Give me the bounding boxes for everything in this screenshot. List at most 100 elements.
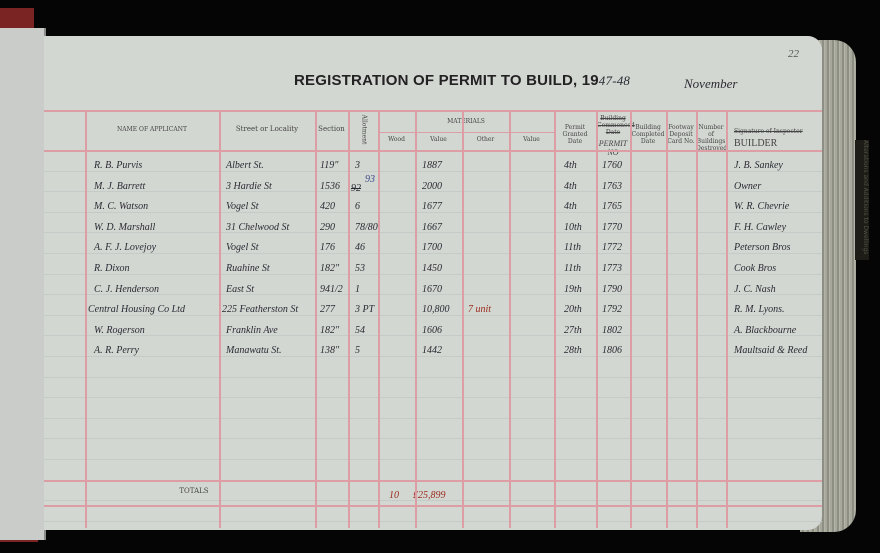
column-rule: [554, 110, 556, 528]
row-name: A. R. Perry: [94, 345, 139, 357]
row-builder: W. R. Chevrie: [734, 201, 790, 213]
column-rule: [666, 110, 668, 528]
row-street: 225 Featherston St: [222, 304, 299, 316]
page-title: REGISTRATION OF PERMIT TO BUILD, 1947-48: [294, 72, 630, 89]
title-text: REGISTRATION OF PERMIT TO BUILD, 19: [294, 72, 599, 89]
row-value: 1700: [422, 242, 442, 254]
index-tab: [855, 140, 869, 260]
index-tab-label: Alterations and Additions to Dwellings: [862, 140, 869, 255]
ruled-line: [44, 335, 822, 337]
row-name: R. Dixon: [94, 263, 130, 274]
col-section: Section: [318, 125, 345, 133]
row-street: Albert St.: [226, 160, 264, 171]
row-permit: 1763: [602, 180, 622, 192]
row-section: 290: [320, 221, 335, 233]
col-other: Other: [476, 136, 495, 143]
ruled-line: [44, 397, 822, 399]
row-value: 1450: [422, 263, 442, 274]
row-name: R. B. Purvis: [94, 160, 143, 171]
row-permit: 1770: [602, 221, 622, 233]
col-buildings-destroyed: Number of Buildings Destroyed: [696, 124, 728, 152]
ruled-line: [44, 191, 822, 193]
row-name: M. C. Watson: [94, 201, 149, 213]
ruled-line: [44, 314, 822, 316]
row-value: 10,800: [422, 304, 450, 316]
column-rule: [219, 110, 221, 528]
row-value: 1670: [422, 283, 442, 295]
totals-amount: £25,899: [413, 490, 446, 501]
col-building-commenced: Building Commenced Date: [597, 115, 635, 136]
row-builder: Peterson Bros: [734, 242, 791, 254]
col-value: Value: [430, 136, 447, 143]
row-street: Ruahine St: [226, 263, 270, 274]
col-footway: Footway Deposit Card No.: [667, 124, 695, 145]
year: 47-48: [598, 73, 631, 88]
row-builder: F. H. Cawley: [734, 221, 787, 233]
row-section: 182": [320, 263, 340, 274]
ruled-line: [44, 500, 822, 502]
row-street: Vogel St: [226, 242, 259, 254]
col-permit-no: PERMIT NO: [598, 139, 628, 157]
ruled-line: [44, 253, 822, 254]
row-builder: Maultsaid & Reed: [734, 345, 808, 357]
row-date: 28th: [564, 345, 582, 357]
totals-label: TOTALS: [179, 487, 209, 495]
row-street: Manawatu St.: [226, 345, 282, 357]
row-value: 1442: [422, 345, 442, 357]
row-allotment: 53: [355, 263, 365, 274]
row-allotment-struck: 92: [351, 182, 361, 194]
col-building-completed: Building Completed Date: [631, 124, 665, 145]
red-rule: [44, 110, 822, 112]
row-street: East St: [226, 283, 255, 295]
column-rule: [509, 110, 511, 528]
row-builder: J. B. Sankey: [734, 160, 783, 171]
ruled-line: [44, 273, 822, 275]
col-wood: Wood: [388, 136, 405, 143]
ruled-line: [44, 211, 822, 213]
row-permit: 1765: [602, 201, 622, 213]
row-name: A. F. J. Lovejoy: [94, 242, 157, 254]
row-permit: 1773: [602, 263, 622, 274]
row-allotment: 1: [355, 283, 360, 295]
ruled-line: [44, 376, 822, 378]
row-allotment: 3: [355, 160, 360, 171]
red-rule: [44, 505, 822, 507]
row-allotment: 6: [355, 201, 360, 213]
ruled-line: [44, 520, 822, 522]
row-builder: R. M. Lyons.: [734, 304, 785, 316]
row-allotment: 5: [355, 345, 360, 357]
ruled-line: [44, 459, 822, 460]
totals-count: 10: [389, 490, 399, 501]
row-permit: 1760: [602, 160, 622, 171]
column-rule: [696, 110, 698, 528]
row-section: 176: [320, 242, 335, 254]
row-date: 27th: [564, 324, 582, 336]
row-section: 941/2: [320, 283, 343, 295]
col-value-2: Value: [523, 136, 540, 143]
row-section: 119": [320, 160, 339, 171]
row-builder: A. Blackbourne: [734, 324, 797, 336]
row-date: 20th: [564, 304, 582, 316]
row-builder: J. C. Nash: [734, 283, 776, 295]
col-inspector: Signature of Inspector: [734, 128, 803, 135]
row-name: Central Housing Co Ltd: [88, 304, 185, 316]
column-rule: [348, 110, 350, 528]
row-builder: Owner: [734, 180, 762, 192]
row-allotment: 46: [355, 242, 365, 254]
page-number: 22: [788, 48, 799, 60]
ruled-line: [44, 417, 822, 419]
column-rule: [85, 110, 87, 528]
row-allotment: 78/80: [355, 221, 378, 233]
row-name: W. D. Marshall: [94, 221, 156, 233]
col-materials: MATERIALS: [447, 118, 485, 125]
red-rule: [44, 480, 822, 482]
row-allotment: 3 PT: [355, 304, 375, 316]
row-permit: 1772: [602, 242, 622, 254]
row-street: Vogel St: [226, 201, 259, 213]
ledger-page: 22 REGISTRATION OF PERMIT TO BUILD, 1947…: [44, 36, 822, 530]
row-value: 1677: [422, 201, 442, 213]
row-street: Franklin Ave: [226, 324, 278, 336]
row-date: 10th: [564, 221, 582, 233]
left-page: [0, 28, 46, 540]
ruled-line: [44, 294, 822, 296]
